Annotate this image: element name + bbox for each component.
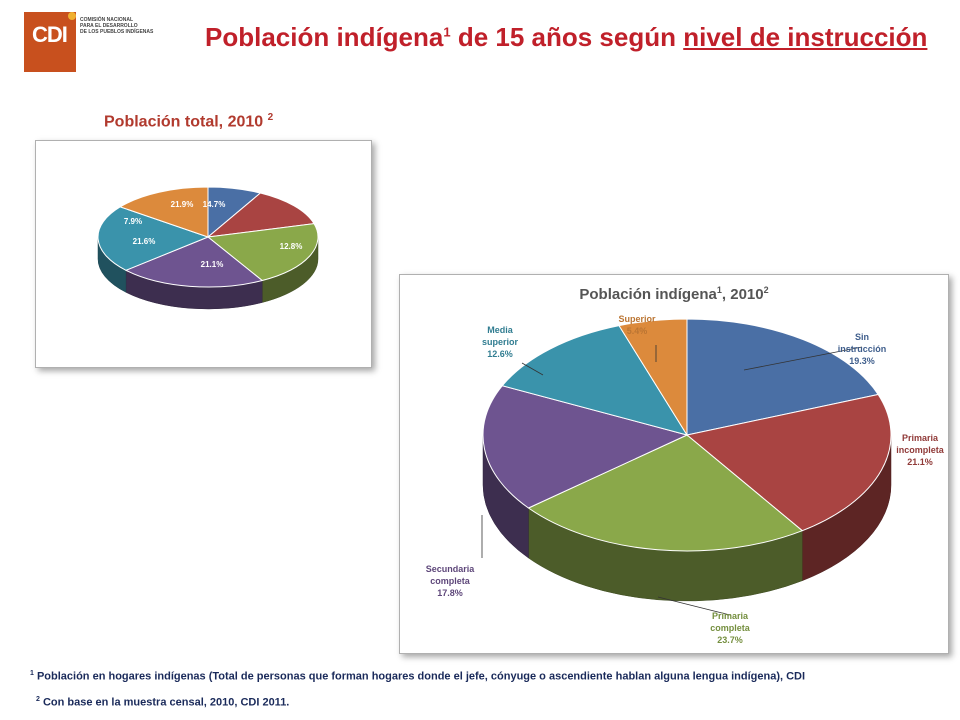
logo-dot-icon bbox=[68, 12, 76, 20]
slice-category-label: Secundaria bbox=[426, 564, 476, 574]
chart2-title: Población indígena1, 20102 bbox=[400, 285, 948, 303]
chart2-title-sup2: 2 bbox=[763, 285, 769, 295]
title-part2: de 15 años según bbox=[450, 22, 684, 52]
slice-category-label: Superior bbox=[618, 314, 656, 324]
leader-line bbox=[521, 362, 544, 376]
pie-top bbox=[482, 318, 892, 552]
chart1-title: Población total, 2010 2 bbox=[104, 112, 273, 131]
title-underlined: nivel de instrucción bbox=[683, 22, 928, 52]
chart2-title-mid: , 2010 bbox=[721, 286, 764, 303]
leader-line bbox=[657, 596, 731, 616]
slice-value-label: 21.6% bbox=[133, 237, 156, 246]
pie-slice-2 bbox=[527, 434, 804, 552]
logo-line: COMISIÓN NACIONAL bbox=[80, 17, 134, 23]
chart2-frame: Población indígena1, 20102 Sin instrucció… bbox=[399, 274, 949, 654]
pie-slice-4 bbox=[501, 325, 689, 436]
slice-category-label: completa bbox=[430, 576, 471, 586]
chart2-title-text: Población indígena bbox=[579, 286, 717, 303]
footnote-2-text: Con base en la muestra censal, 2010, CDI… bbox=[39, 696, 290, 709]
slice-value-label: 5.4% bbox=[627, 326, 648, 336]
slice-category-label: completa bbox=[710, 623, 751, 633]
title-part1: Población indígena bbox=[205, 22, 444, 52]
slice-category-label: instrucción bbox=[838, 344, 887, 354]
footnote-2: 2 Con base en la muestra censal, 2010, C… bbox=[36, 696, 289, 709]
pie-slice-3 bbox=[482, 385, 689, 509]
chart1-title-text: Población total, 2010 bbox=[104, 113, 264, 131]
footnote-1: 1 Población en hogares indígenas (Total … bbox=[30, 670, 805, 683]
chart2-title-sup1: 1 bbox=[716, 285, 722, 295]
pie-labels: 7.9% 12.8% 21.1% 21.6% 21.9% 14.7% bbox=[124, 200, 302, 269]
footnote-1-text: Población en hogares indígenas (Total de… bbox=[33, 670, 806, 683]
slice-value-label: 23.7% bbox=[717, 635, 743, 645]
logo-mark: CDI bbox=[32, 22, 68, 47]
chart1-frame: 7.9% 12.8% 21.1% 21.6% 21.9% 14.7% bbox=[35, 140, 372, 368]
slice-category-label: Media bbox=[487, 325, 514, 335]
page-title: Población indígena1 de 15 años según niv… bbox=[205, 22, 927, 53]
slice-value-label: 21.1% bbox=[201, 260, 224, 269]
slice-category-label: superior bbox=[482, 337, 519, 347]
pie-slice-1 bbox=[685, 393, 892, 532]
slice-value-label: 21.1% bbox=[907, 457, 933, 467]
logo-line: DE LOS PUEBLOS INDÍGENAS bbox=[80, 29, 154, 35]
cdi-logo: CDI bbox=[24, 12, 76, 72]
pie-slice-5 bbox=[119, 186, 209, 238]
pie-slice-5 bbox=[618, 318, 688, 437]
slice-category-label: Primaria bbox=[902, 433, 939, 443]
logo-line: PARA EL DESARROLLO bbox=[80, 23, 138, 29]
slice-category-label: Primaria bbox=[712, 611, 749, 621]
pie-chart-indigenous: Sin instrucción 19.3% Primaria incompleta 21.… bbox=[426, 314, 945, 645]
slice-value-label: 17.8% bbox=[437, 588, 463, 598]
leader-line bbox=[743, 346, 863, 371]
slice-value-label: 21.9% bbox=[171, 200, 194, 209]
pie-slice-1 bbox=[206, 192, 315, 238]
slice-value-label: 12.8% bbox=[280, 242, 303, 251]
pie-slice-0 bbox=[686, 318, 879, 436]
footnote-2-sup: 2 bbox=[36, 696, 40, 703]
title-sup: 1 bbox=[443, 24, 451, 40]
chart1-title-sup: 2 bbox=[267, 112, 274, 123]
logo-text: COMISIÓN NACIONAL PARA EL DESARROLLO DE … bbox=[80, 17, 170, 35]
slice-value-label: 19.3% bbox=[849, 356, 875, 366]
pie-labels: Sin instrucción 19.3% Primaria incompleta 21.… bbox=[426, 314, 945, 645]
slice-value-label: 14.7% bbox=[203, 200, 226, 209]
pie-slice-4 bbox=[97, 206, 210, 271]
pie-chart-total: 7.9% 12.8% 21.1% 21.6% 21.9% 14.7% bbox=[97, 186, 319, 310]
pie-top bbox=[97, 186, 319, 288]
slice-category-label: Sin bbox=[855, 332, 869, 342]
slice-category-label: incompleta bbox=[896, 445, 945, 455]
footnote-1-sup: 1 bbox=[30, 670, 34, 677]
pie-slice-2 bbox=[206, 223, 319, 282]
slice-value-label: 12.6% bbox=[487, 349, 513, 359]
pie-slice-3 bbox=[124, 236, 264, 288]
slice-value-label: 7.9% bbox=[124, 217, 142, 226]
